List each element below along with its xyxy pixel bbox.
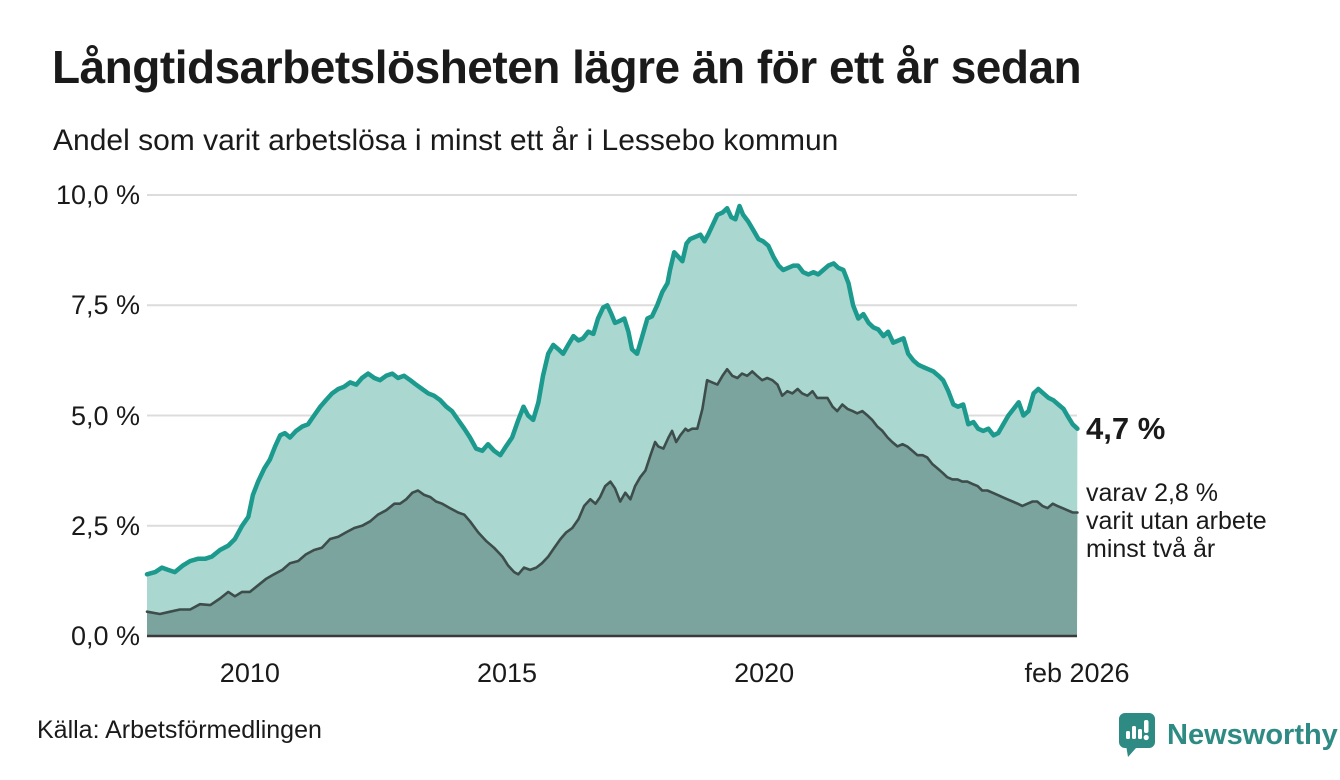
y-tick-label: 10,0 % xyxy=(55,180,140,210)
brand-name: Newsworthy xyxy=(1167,718,1338,751)
x-tick-label: feb 2026 xyxy=(1024,658,1130,688)
unemployed-two-years-area xyxy=(147,369,1078,636)
y-tick-label: 7,5 % xyxy=(70,290,140,321)
y-tick-label: 2,5 % xyxy=(70,510,140,541)
newsworthy-logo-icon xyxy=(1119,713,1155,757)
annotation-line-1: varav 2,8 % xyxy=(1086,479,1219,507)
y-tick-label: 5,0 % xyxy=(70,400,140,431)
chart-subtitle: Andel som varit arbetslösa i minst ett å… xyxy=(53,124,839,157)
newsworthy-brand: Newsworthy xyxy=(1117,711,1338,759)
source-attribution: Källa: Arbetsförmedlingen xyxy=(37,716,322,744)
x-tick-label: 2010 xyxy=(219,658,280,688)
unemployed-two-years-line xyxy=(145,367,1079,616)
end-value-label: 4,7 % xyxy=(1086,411,1166,446)
x-tick-label: 2020 xyxy=(734,658,795,688)
x-tick-label: 2015 xyxy=(476,658,538,688)
end-annotation: varav 2,8 % varit utan arbete minst två … xyxy=(1086,479,1267,563)
y-tick-label: 0,0 % xyxy=(70,621,140,651)
annotation-line-2: varit utan arbete xyxy=(1086,507,1267,535)
page-title: Långtidsarbetslösheten lägre än för ett … xyxy=(52,41,1082,93)
annotation-line-3: minst två år xyxy=(1086,535,1216,563)
unemployed-one-year-line xyxy=(144,203,1080,577)
